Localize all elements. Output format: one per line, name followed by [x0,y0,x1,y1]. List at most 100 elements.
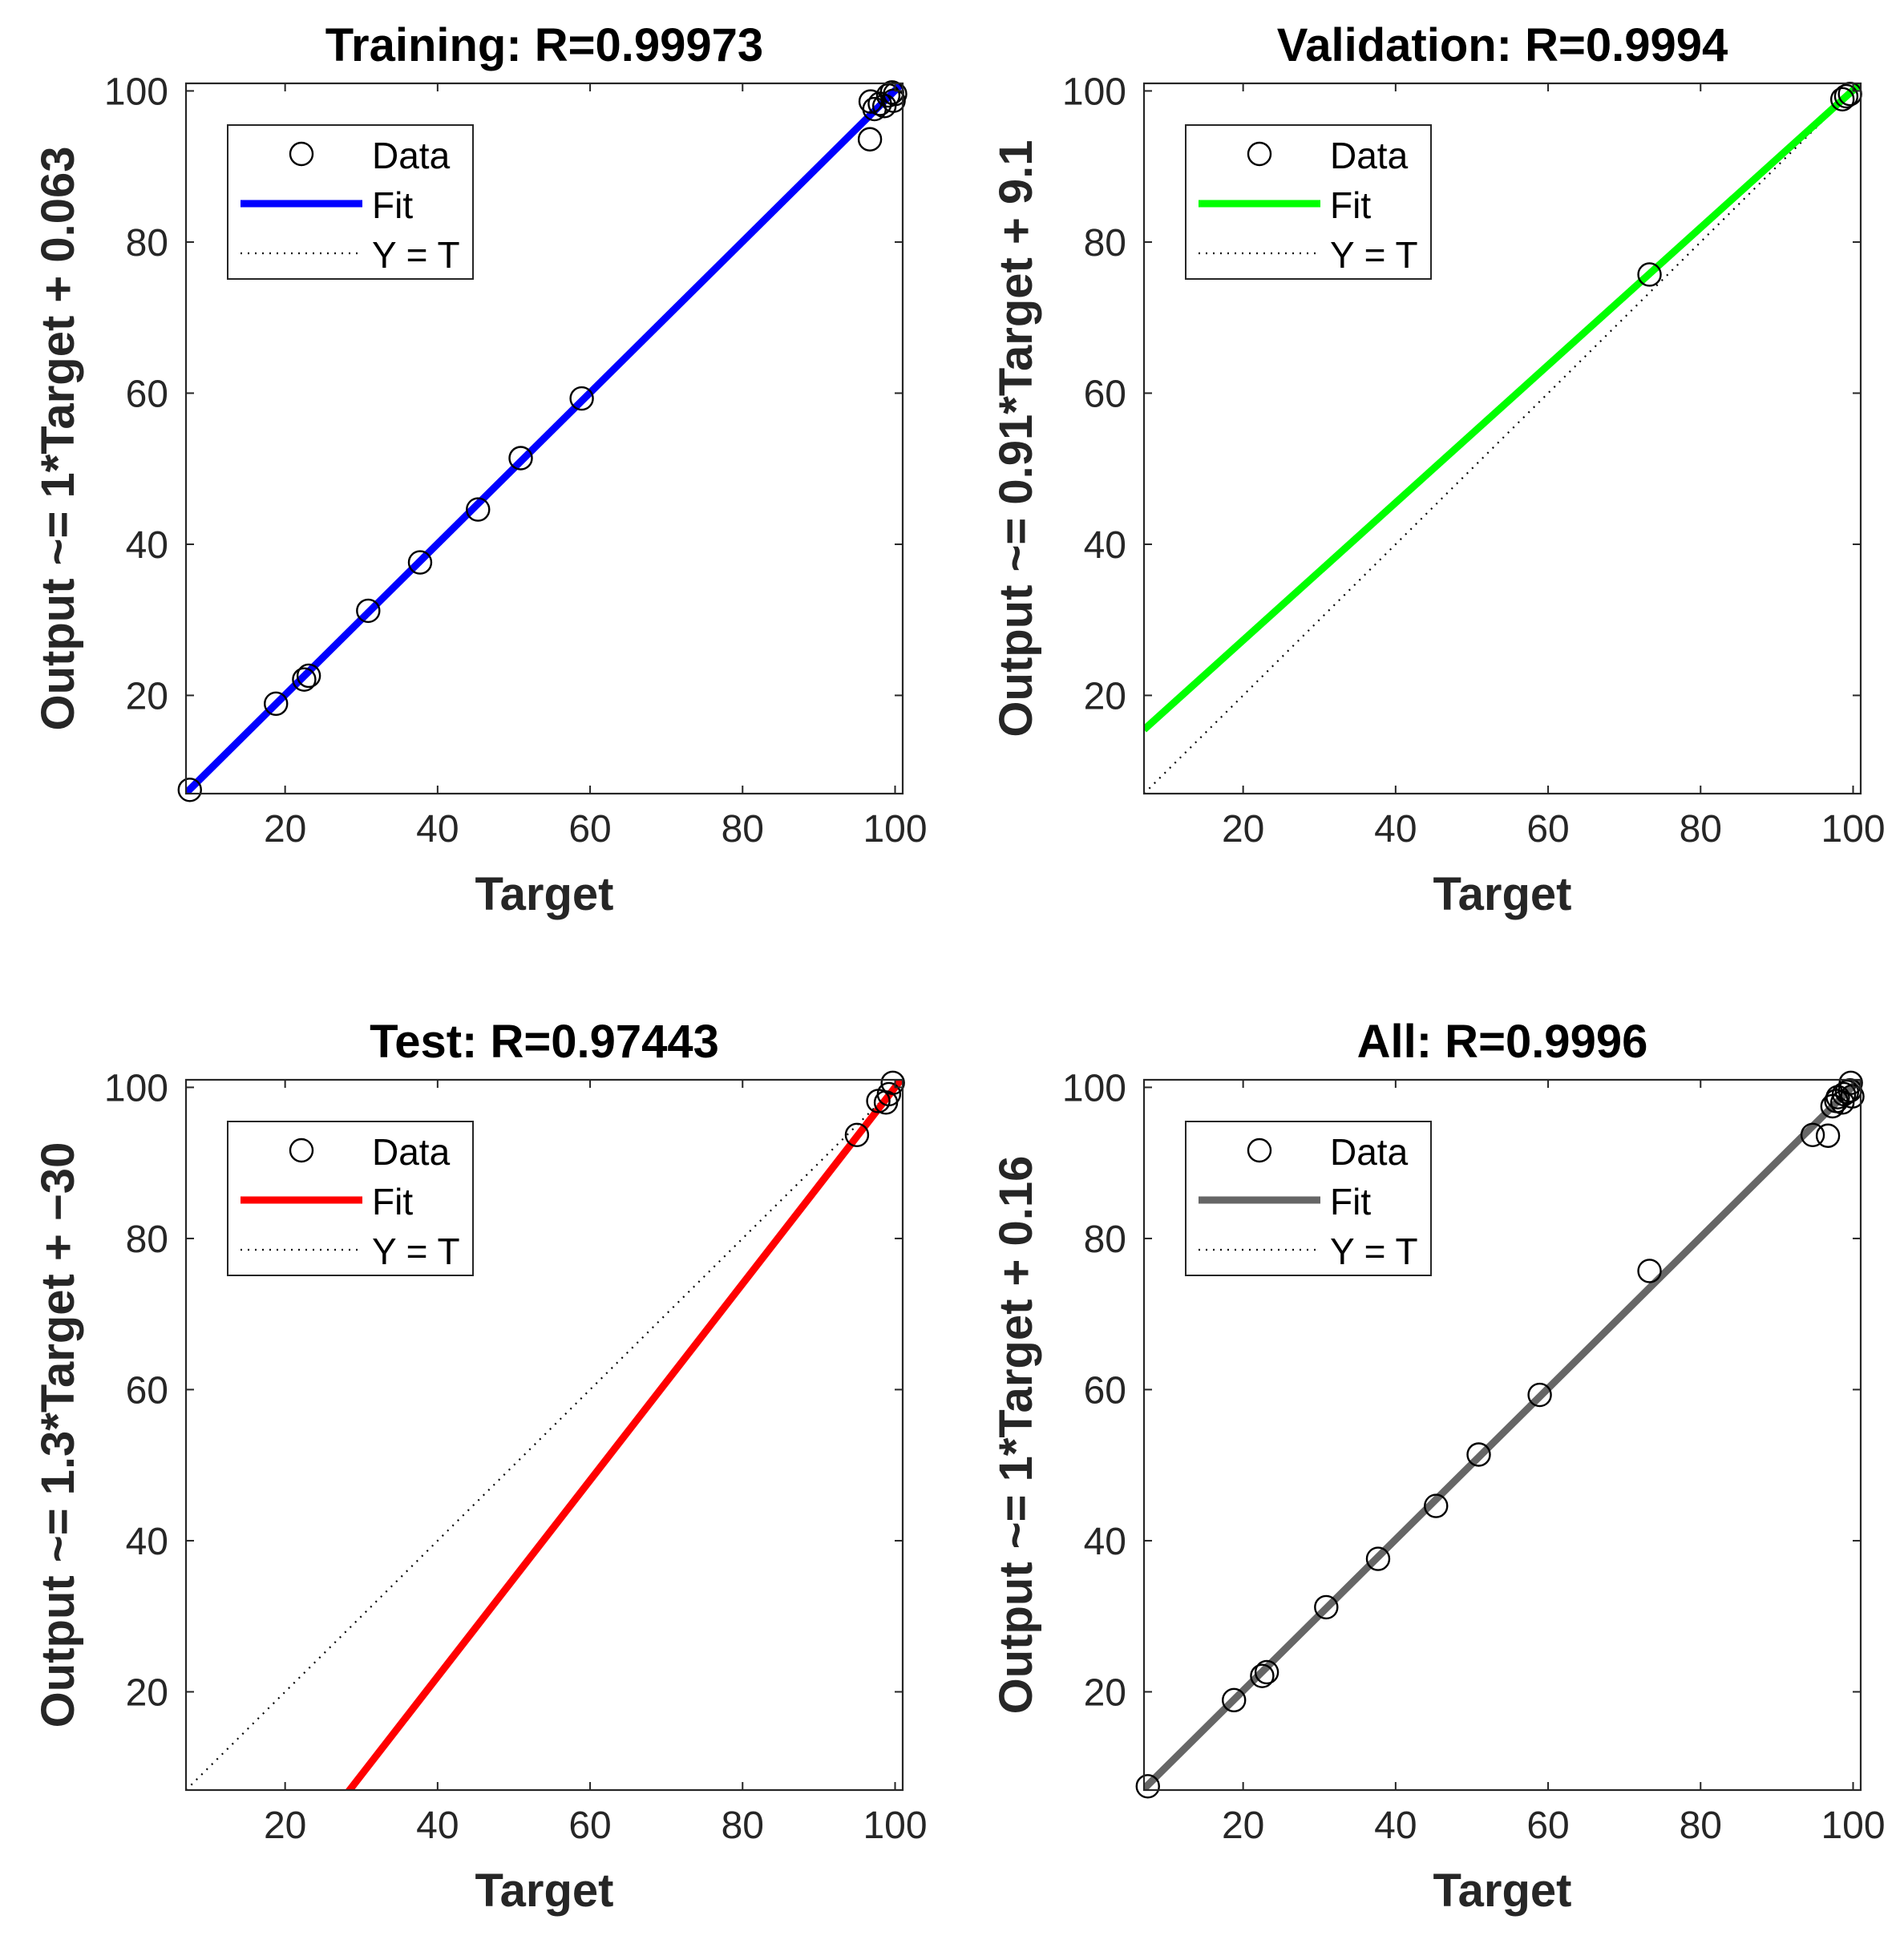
y-tick-label: 100 [1062,71,1126,113]
x-tick-label: 60 [1526,808,1569,851]
axes-frame [184,1078,904,1792]
data-points [844,1070,905,1148]
fit-line [345,1080,903,1790]
legend-entry-label: Fit [1330,1181,1371,1222]
y-tick-label: 20 [126,1671,168,1714]
legend: Data Fit Y = T [1185,1121,1432,1276]
y-tick-label: 60 [126,1369,168,1412]
y-tick-label: 60 [1084,1369,1126,1412]
legend: Data Fit Y = T [227,1121,474,1276]
data-point [1800,1122,1825,1148]
y-tick-label: 40 [1084,1521,1126,1563]
legend-entry-label: Data [372,135,451,176]
y-axis-label: Output ~= 1.3*Target + −30 [32,1142,84,1728]
data-point [1365,1546,1391,1571]
chart-panel-all: 20 40 60 80 100 20 40 60 80 100 All: R=0.9996 Targe… [990,1016,1886,1917]
x-tick-label: 20 [1222,808,1264,851]
data-point [569,386,594,411]
y-tick-label: 20 [1084,1671,1126,1714]
legend-entry-label: Y = T [372,234,460,276]
x-tick-label: 80 [1680,1804,1722,1847]
data-point [1424,1493,1449,1518]
data-point [1250,1663,1275,1688]
legend-entry-label: Fit [1330,184,1371,226]
y-tick-label: 40 [126,1521,168,1563]
y-tick-label: 80 [1084,222,1126,265]
data-point [1838,1070,1863,1095]
y-tick-label: 40 [126,524,168,567]
x-tick-label: 20 [264,1804,306,1847]
legend-entry-label: Fit [372,184,413,226]
data-point [264,691,289,717]
fit-line [1144,1080,1861,1790]
data-point [1527,1382,1552,1408]
legend-data-marker [289,1138,314,1163]
legend-entry-label: Fit [372,1181,413,1222]
legend-entry-label: Data [372,1131,451,1173]
chart-panel-test: 20 40 60 80 100 20 40 60 80 100 Test: R=0.97443 Tar… [32,1016,928,1917]
legend-entry-label: Data [1330,135,1409,176]
y-tick-label: 80 [126,1218,168,1261]
data-point [356,598,381,624]
x-tick-label: 100 [863,808,927,851]
legend: Data Fit Y = T [227,124,474,280]
legend-entry-label: Y = T [1330,1231,1418,1272]
y-axis-label: Output ~= 1*Target + 0.16 [990,1156,1042,1715]
y-tick-label: 60 [126,373,168,415]
data-point [880,1070,905,1095]
legend-entry-label: Y = T [372,1231,460,1272]
chart-title: Validation: R=0.9994 [1277,19,1728,71]
y-tick-label: 20 [1084,675,1126,717]
y-tick-label: 60 [1084,373,1126,415]
y-tick-label: 40 [1084,524,1126,567]
x-tick-label: 60 [568,808,611,851]
x-tick-label: 60 [1526,1804,1569,1847]
data-point [1815,1123,1841,1148]
plot-area [1144,83,1861,794]
data-point [1833,83,1859,109]
data-point [296,663,321,689]
data-point [1222,1687,1247,1713]
data-point [857,127,883,152]
x-tick-label: 80 [1680,808,1722,851]
x-tick-label: 80 [722,808,764,851]
x-tick-label: 100 [1821,1804,1885,1847]
data-point [1637,1259,1662,1283]
plot-area [186,83,903,794]
plot-area [1144,1080,1861,1790]
y-tick-label: 80 [126,222,168,265]
axes-frame [1142,82,1862,795]
data-point [177,778,202,802]
legend-entry-label: Data [1330,1131,1409,1173]
y-tick-label: 80 [1084,1218,1126,1261]
chart-panel-training: 20 40 60 80 100 20 40 60 80 100 Training: R=0.9997… [32,19,928,920]
x-tick-label: 40 [1374,1804,1417,1847]
data-point [1829,87,1855,111]
data-point [466,497,491,522]
fit-line [186,83,903,794]
x-tick-label: 100 [1821,808,1885,851]
data-point [292,667,317,692]
x-tick-label: 20 [1222,1804,1264,1847]
y-axis-label: Output ~= 0.91*Target + 9.1 [990,139,1042,737]
chart-panel-validation: 20 40 60 80 100 20 40 60 80 100 Validation: R=0.99… [990,19,1886,920]
x-axis-label: Target [475,1865,614,1917]
data-point [1466,1442,1491,1467]
data-point [1637,262,1662,287]
y-tick-label: 100 [104,71,168,113]
data-point [1314,1594,1339,1620]
y-tick-label: 100 [104,1067,168,1109]
x-tick-label: 40 [416,808,459,851]
axes-frame [184,82,904,795]
legend-entry-label: Y = T [1330,234,1418,276]
y-tick-label: 100 [1062,1067,1126,1109]
y-axis-label: Output ~= 1*Target + 0.063 [32,146,84,730]
x-tick-label: 80 [722,1804,764,1847]
data-point [876,1081,902,1107]
chart-title: Test: R=0.97443 [370,1016,719,1068]
axes-frame [1142,1078,1862,1792]
data-point [407,550,433,575]
x-tick-label: 60 [568,1804,611,1847]
x-tick-label: 40 [1374,808,1417,851]
